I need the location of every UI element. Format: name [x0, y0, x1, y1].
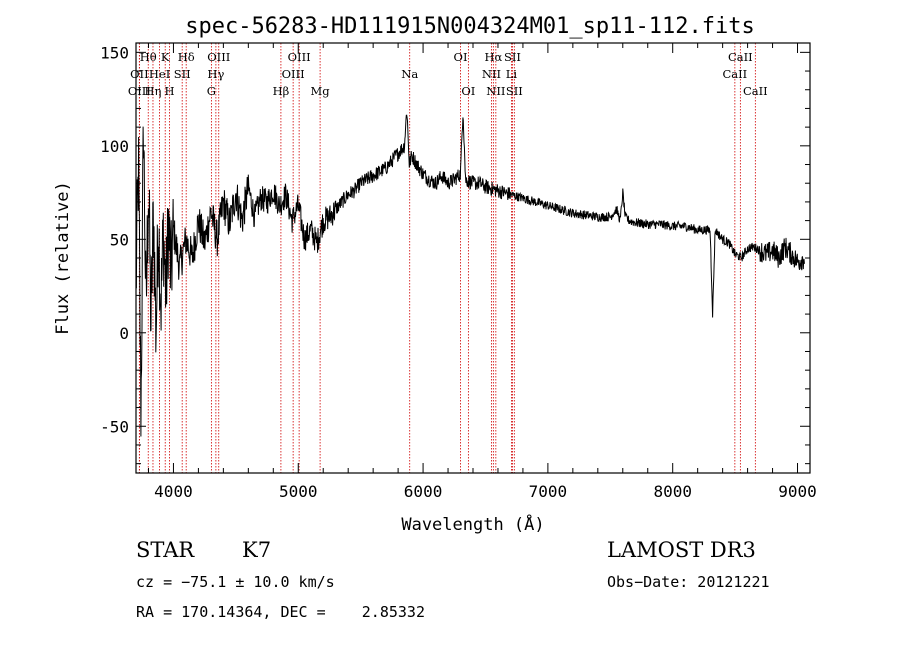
y-axis-label: Flux (relative): [53, 181, 73, 335]
spectral-line-label: NII: [482, 67, 501, 81]
spectral-line-label: SII: [504, 50, 521, 64]
spectral-line-label: Hγ: [207, 67, 224, 81]
spectral-line-label: OIII: [288, 50, 311, 64]
spectral-line-label: Hδ: [178, 50, 195, 64]
spectral-line-label: G: [207, 84, 216, 98]
spectral-line-label: CaII: [722, 67, 747, 81]
y-tick-label: 150: [100, 43, 129, 62]
spectral-line-label: Hβ: [273, 84, 290, 98]
spectral-line-label: OIII: [128, 84, 151, 98]
spectral-line-label: HeI: [149, 67, 170, 81]
spectral-line-label: K: [161, 50, 170, 64]
spectral-line-label: NII: [486, 84, 505, 98]
chart-title: spec-56283-HD111915N004324M01_sp11-112.f…: [185, 14, 755, 39]
ra-dec-coordinates: RA = 170.14364, DEC = 2.85332: [136, 603, 425, 621]
x-tick-label: 4000: [154, 482, 193, 501]
axis-ticks: 4000 5000 6000 7000 8000 9000 -50 0 50 100 150: [100, 43, 817, 501]
spectral-line-label: Hθ: [140, 50, 157, 64]
spectral-line-label: Hα: [484, 50, 502, 64]
y-tick-label: -50: [100, 417, 129, 436]
spectral-line-label: OII: [130, 67, 149, 81]
spectral-line-label: H: [165, 84, 175, 98]
spectral-line-label: OI: [461, 84, 475, 98]
x-tick-label: 7000: [529, 482, 568, 501]
spectral-line-label: CaII: [743, 84, 768, 98]
x-axis-label: Wavelength (Å): [401, 513, 544, 535]
spectral-line-labels: OIIHθHηOIIIHeIKHSIIHδGHγOIIIHβOIIIOIIIMg…: [128, 50, 768, 98]
spectral-line-label: Na: [401, 67, 418, 81]
spectral-line-label: SII: [506, 84, 523, 98]
spectral-line-label: Li: [506, 67, 518, 81]
y-tick-label: 50: [110, 230, 129, 249]
survey-name: LAMOST DR3: [607, 538, 756, 562]
plot-frame: [135, 42, 811, 474]
spectral-line-label: Mg: [311, 84, 331, 98]
spectral-line-label: OIII: [207, 50, 230, 64]
object-class: STAR: [136, 538, 195, 562]
spectrum-line: [135, 114, 806, 437]
spectral-line-label: CaII: [728, 50, 753, 64]
spectral-line-label: OIII: [282, 67, 305, 81]
spectral-line-label: OI: [454, 50, 468, 64]
x-tick-label: 5000: [279, 482, 318, 501]
object-subclass: K7: [242, 538, 272, 562]
x-tick-label: 9000: [778, 482, 817, 501]
y-tick-label: 100: [100, 137, 129, 156]
y-tick-label: 0: [119, 324, 129, 343]
spectral-line-label: SII: [174, 67, 191, 81]
spectral-line-markers: [138, 43, 756, 473]
redshift-cz: cz = −75.1 ± 10.0 km/s: [136, 573, 335, 591]
spectral-line-label: Hη: [145, 84, 162, 98]
observation-date: Obs−Date: 20121221: [607, 573, 770, 591]
x-tick-label: 8000: [653, 482, 692, 501]
x-tick-label: 6000: [404, 482, 443, 501]
